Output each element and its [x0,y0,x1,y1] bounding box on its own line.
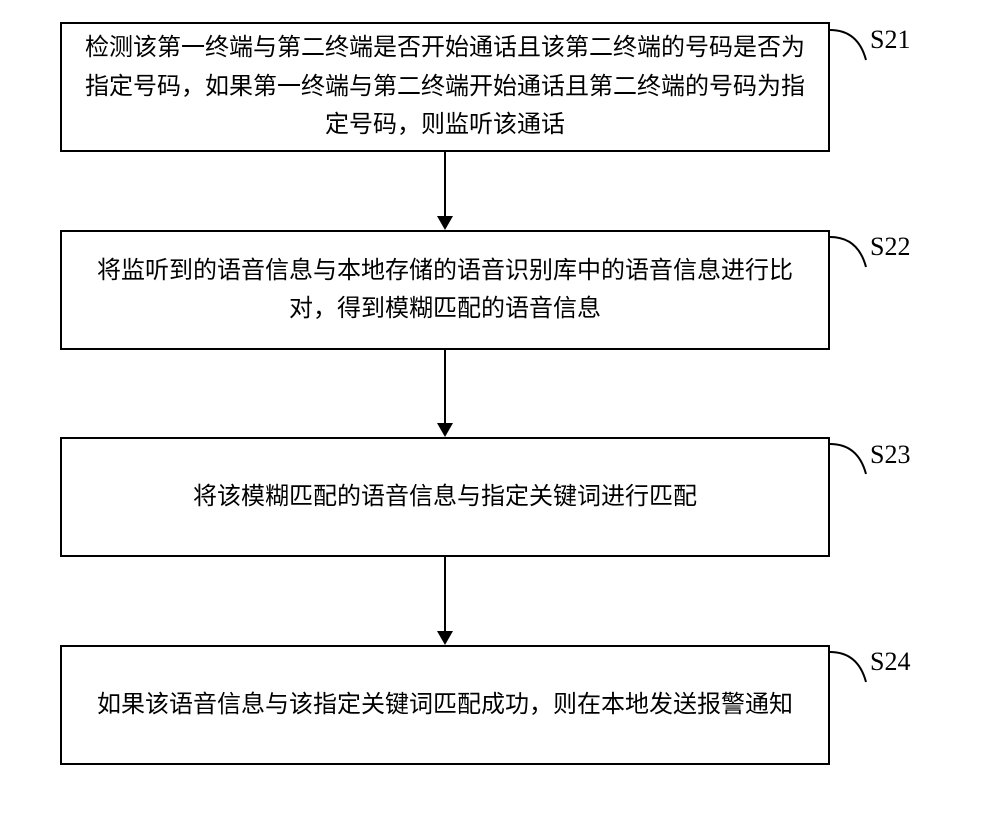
flowchart-container: 检测该第一终端与第二终端是否开始通话且该第二终端的号码是否为指定号码，如果第一终… [0,0,1000,817]
step-label-s21: S21 [870,25,910,55]
flow-step-s23-text: 将该模糊匹配的语音信息与指定关键词进行匹配 [193,478,697,516]
flow-step-s21-text: 检测该第一终端与第二终端是否开始通话且该第二终端的号码是否为指定号码，如果第一终… [82,29,808,144]
flow-step-s22: 将监听到的语音信息与本地存储的语音识别库中的语音信息进行比对，得到模糊匹配的语音… [60,230,830,350]
arrow-line-3 [444,557,446,631]
flow-step-s23: 将该模糊匹配的语音信息与指定关键词进行匹配 [60,437,830,557]
arrow-head-2 [437,423,453,437]
curve-s21 [830,18,875,63]
arrow-line-1 [444,152,446,216]
step-label-s24: S24 [870,647,910,677]
flow-step-s21: 检测该第一终端与第二终端是否开始通话且该第二终端的号码是否为指定号码，如果第一终… [60,22,830,152]
curve-s23 [830,432,875,477]
flow-step-s22-text: 将监听到的语音信息与本地存储的语音识别库中的语音信息进行比对，得到模糊匹配的语音… [82,252,808,329]
arrow-line-2 [444,350,446,423]
arrow-head-3 [437,631,453,645]
flow-step-s24-text: 如果该语音信息与该指定关键词匹配成功，则在本地发送报警通知 [97,686,793,724]
step-label-s23: S23 [870,440,910,470]
arrow-head-1 [437,216,453,230]
curve-s24 [830,640,875,685]
step-label-s22: S22 [870,232,910,262]
curve-s22 [830,225,875,270]
flow-step-s24: 如果该语音信息与该指定关键词匹配成功，则在本地发送报警通知 [60,645,830,765]
